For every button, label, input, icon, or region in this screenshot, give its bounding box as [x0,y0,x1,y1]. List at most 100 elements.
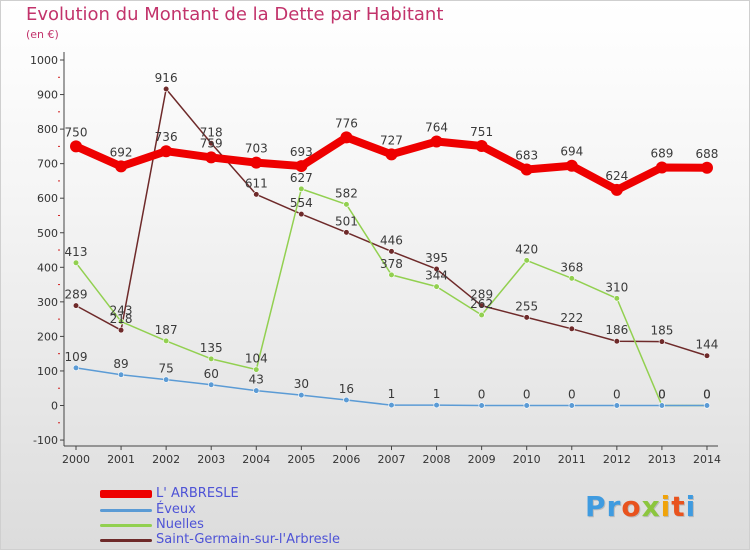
data-point [703,402,711,409]
data-point [253,387,260,394]
x-tick-label: 2005 [287,453,315,466]
data-point [658,402,666,409]
data-label: 104 [245,352,268,366]
data-point [295,160,308,173]
data-label: 683 [515,149,538,163]
data-label: 0 [523,388,531,402]
y-tick-label: 800 [37,123,58,136]
data-label: 368 [560,260,583,274]
data-label: 109 [65,350,88,364]
data-label: 413 [65,245,88,259]
data-point [298,210,305,218]
data-label: 916 [155,71,178,85]
data-point [523,314,530,321]
data-label: 135 [200,341,223,355]
data-point [117,318,125,325]
data-point [343,229,350,236]
logo-letter: i [660,490,672,523]
y-tick-label: 700 [37,158,58,171]
data-label: 0 [568,388,576,402]
y-tick-label: 1000 [30,54,58,67]
data-label: 692 [110,145,133,159]
logo-letter: P [585,490,607,523]
data-point [205,151,218,164]
data-point [613,402,620,409]
x-tick-label: 2013 [648,453,676,466]
proxiti-logo: Proxiti [585,490,696,523]
data-label: 186 [605,323,628,337]
data-label: 310 [605,280,628,294]
legend-item: Éveux [100,503,196,517]
data-point [298,392,305,399]
data-point [343,201,350,208]
data-point [520,163,533,176]
data-label: 759 [200,136,223,150]
x-tick-label: 2006 [332,453,360,466]
x-tick-label: 2002 [152,453,180,466]
series-1 [72,364,711,409]
data-label: 694 [560,145,583,159]
logo-letter: x [641,490,661,523]
data-point [72,259,80,266]
data-point [565,159,578,172]
y-tick-label: 400 [37,261,58,274]
data-point [478,402,485,409]
x-tick-label: 2014 [693,453,721,466]
data-point [568,275,575,282]
data-point [523,402,530,409]
data-point [610,183,623,196]
legend-label: Nuelles [156,517,204,532]
data-label: 0 [703,388,711,402]
data-point [388,248,395,255]
data-label: 736 [155,130,178,144]
data-point [430,135,443,148]
data-label: 688 [696,147,719,161]
series-line [75,88,708,357]
data-label: 185 [650,324,673,338]
y-tick-label: 0 [51,400,58,413]
data-label: 43 [249,373,264,387]
data-point [208,381,215,388]
x-tick-label: 2009 [468,453,496,466]
legend-label: Éveux [156,502,196,517]
y-tick-label: 600 [37,192,58,205]
data-point [433,283,440,290]
data-label: 0 [658,388,666,402]
legend-swatch [100,523,152,527]
data-label: 554 [290,196,313,210]
data-label: 0 [613,388,621,402]
data-label: 30 [294,377,309,391]
data-label: 420 [515,242,538,256]
data-point [388,271,395,279]
logo-letter: t [671,490,686,523]
data-point [658,338,666,345]
legend-item: Saint-Germain-sur-l'Arbresle [100,533,340,547]
x-tick-label: 2001 [107,453,135,466]
data-point [568,402,575,409]
data-label: 222 [560,311,583,325]
y-tick-label: 900 [37,89,58,102]
data-point [475,140,488,153]
chart-title: Evolution du Montant de la Dette par Hab… [26,4,444,25]
data-label: 0 [703,388,711,402]
x-tick-label: 2011 [558,453,586,466]
legend-item: Nuelles [100,518,204,532]
data-point [613,338,620,345]
logo-letter: i [685,490,697,523]
data-point [385,148,398,161]
data-label: 262 [470,297,493,311]
data-label: 89 [113,357,128,371]
data-point [253,366,260,373]
data-point [253,191,260,198]
data-label: 0 [658,388,666,402]
data-label: 727 [380,133,403,147]
series-3 [72,85,711,359]
data-point [250,156,263,169]
data-point [340,131,353,144]
data-point [613,295,620,302]
data-label: 144 [696,338,719,352]
data-point [163,85,170,93]
x-tick-label: 2008 [423,453,451,466]
